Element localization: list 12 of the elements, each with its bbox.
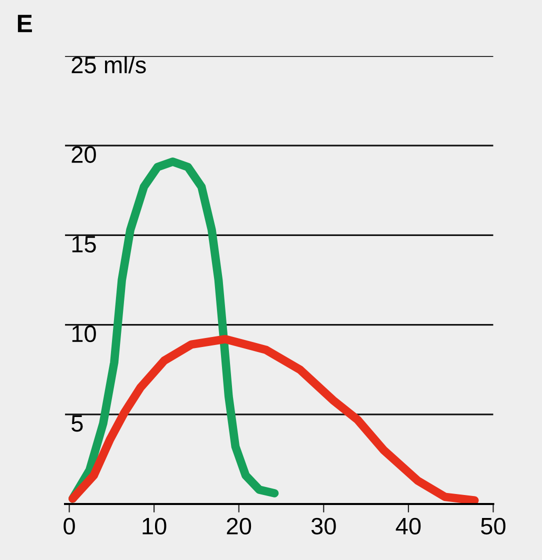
x-tick-label: 20 [226, 518, 252, 535]
y-tick-label: 5 [72, 415, 83, 432]
x-tick-label: 40 [396, 518, 421, 535]
x-tick-label: 0 [64, 518, 75, 535]
chart-title: E [18, 14, 32, 32]
y-tick-label: 10 [72, 325, 96, 342]
x-tick-label: 10 [142, 518, 166, 535]
y-tick-label: 25 ml/s [72, 56, 146, 74]
x-tick-label: 50 [481, 518, 506, 535]
y-tick-label: 20 [72, 146, 96, 163]
x-tick-label: 30 [311, 518, 336, 535]
y-tick-label: 15 [72, 236, 96, 253]
